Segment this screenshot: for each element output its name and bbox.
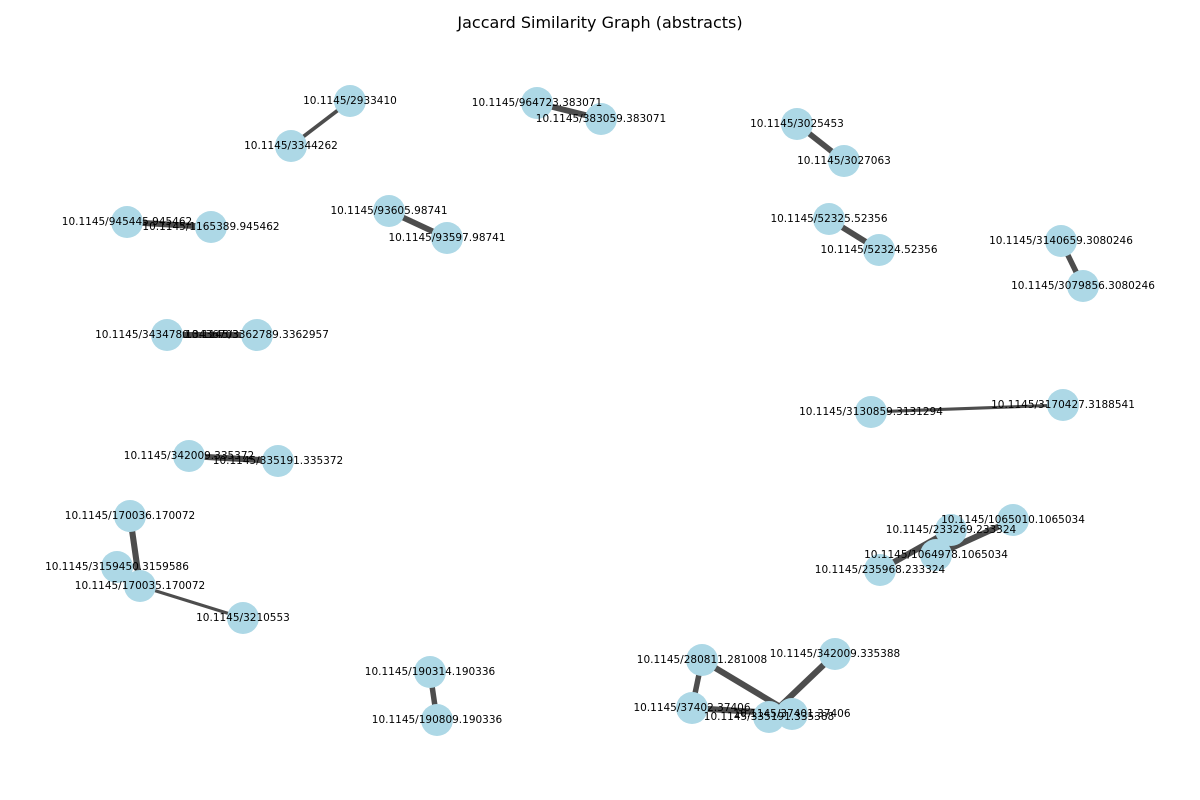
node-label: 10.1145/52324.52356: [820, 244, 937, 256]
node-label: 10.1145/37402.37406: [633, 702, 750, 714]
graph-node: [1047, 389, 1079, 421]
graph-node: [781, 108, 813, 140]
node-label: 10.1145/335191.335372: [213, 455, 343, 467]
node-label: 10.1145/93597.98741: [388, 232, 505, 244]
node-label: 10.1145/335191.335388: [704, 711, 834, 723]
graph-title: Jaccard Similarity Graph (abstracts): [456, 13, 742, 32]
graph-node: [776, 698, 808, 730]
graph-node: [227, 602, 259, 634]
graph-node: [863, 234, 895, 266]
graph-node: [813, 203, 845, 235]
graph-node: [864, 554, 896, 586]
graph-node: [414, 656, 446, 688]
node-label: 10.1145/3130859.3131294: [799, 406, 943, 418]
graph-node: [855, 396, 887, 428]
graph-node: [920, 539, 952, 571]
node-label: 10.1145/2933410: [303, 95, 397, 107]
graph-node: [275, 130, 307, 162]
graph-node: [111, 206, 143, 238]
node-label: 10.1145/280811.281008: [637, 654, 767, 666]
node-label: 10.1145/190809.190336: [372, 714, 503, 726]
node-label: 10.1145/945445.945462: [62, 216, 192, 228]
graph-node: [1045, 225, 1077, 257]
graph-node: [262, 445, 294, 477]
node-label: 10.1145/3434780.3436703: [95, 329, 239, 341]
graph-node: [997, 504, 1029, 536]
node-label: 10.1145/3210553: [196, 612, 290, 624]
graph-node: [521, 87, 553, 119]
graph-node: [431, 222, 463, 254]
graph-node: [173, 440, 205, 472]
node-label: 10.1145/233269.233324: [886, 524, 1017, 536]
node-label: 10.1145/3362789.3362957: [185, 329, 329, 341]
graph-node: [114, 500, 146, 532]
node-label: 10.1145/1064978.1065034: [864, 549, 1008, 561]
node-label: 10.1145/3344262: [244, 140, 338, 152]
graph-node: [585, 103, 617, 135]
node-label: 10.1145/170036.170072: [65, 510, 195, 522]
node-label: 10.1145/3170427.3188541: [991, 399, 1135, 411]
node-layer: 10.1145/2933410 10.1145/3344262 10.1145/96…: [45, 85, 1155, 736]
graph-node: [686, 644, 718, 676]
graph-node: [676, 692, 708, 724]
graph-edge: [139, 584, 244, 620]
node-label: 10.1145/1065010.1065034: [941, 514, 1085, 526]
node-label: 10.1145/3027063: [797, 155, 891, 167]
node-label: 10.1145/3079856.3080246: [1011, 280, 1155, 292]
graph-node: [334, 85, 366, 117]
graph-node: [819, 638, 851, 670]
node-label: 10.1145/235968.233324: [815, 564, 946, 576]
node-label: 10.1145/964723.383071: [472, 97, 602, 109]
node-label: 10.1145/3140659.3080246: [989, 235, 1133, 247]
graph-node: [151, 319, 183, 351]
graph-node: [828, 145, 860, 177]
node-label: 10.1145/3025453: [750, 118, 844, 130]
graph-node: [421, 704, 453, 736]
node-label: 10.1145/342009.335388: [770, 648, 900, 660]
node-label: 10.1145/37401.37406: [733, 708, 850, 720]
graph-node: [935, 514, 967, 546]
node-label: 10.1145/93605.98741: [330, 205, 447, 217]
node-label: 10.1145/342009.335372: [124, 450, 254, 462]
node-label: 10.1145/383059.383071: [536, 113, 666, 125]
node-label: 10.1145/52325.52356: [770, 213, 887, 225]
graph-node: [195, 211, 227, 243]
graph-node: [241, 319, 273, 351]
node-label: 10.1145/190314.190336: [365, 666, 496, 678]
graph-node: [373, 195, 405, 227]
graph-node: [1067, 270, 1099, 302]
graph-node: [124, 570, 156, 602]
node-label: 10.1145/170035.170072: [75, 580, 205, 592]
graph-edge: [870, 403, 1064, 414]
node-label: 10.1145/3159450.3159586: [45, 561, 189, 573]
node-label: 10.1145/1165389.945462: [142, 221, 279, 233]
graph-node: [101, 551, 133, 583]
